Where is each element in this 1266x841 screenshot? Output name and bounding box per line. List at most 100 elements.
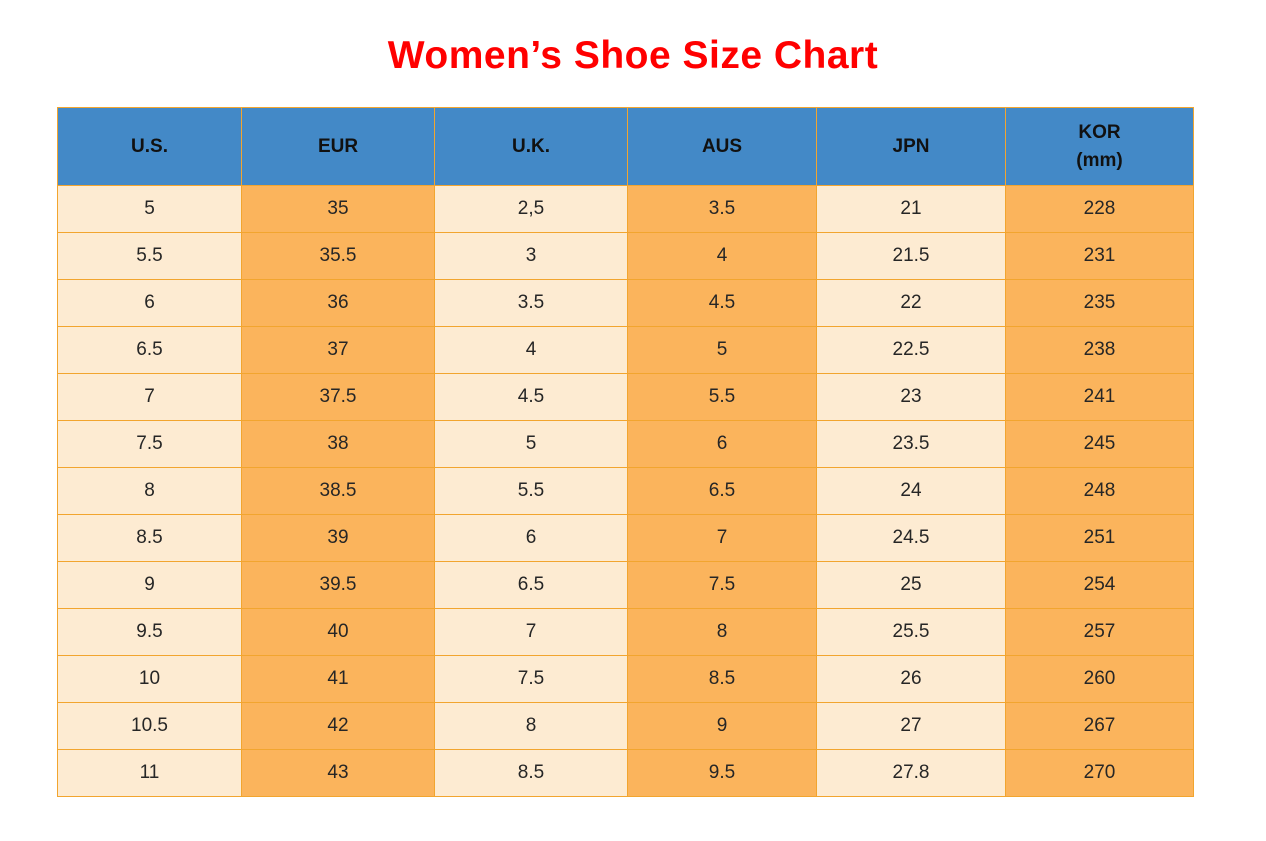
- table-row: 9 39.5 6.5 7.5 25 254: [57, 561, 1194, 609]
- header-label: U.K.: [512, 135, 550, 157]
- header-cell-uk: U.K.: [434, 107, 628, 186]
- header-label: AUS: [701, 135, 743, 157]
- cell-us: 8: [57, 467, 242, 515]
- table-row: 7.5 38 5 6 23.5 245: [57, 420, 1194, 468]
- cell-us: 9.5: [57, 608, 242, 656]
- cell-us: 6.5: [57, 326, 242, 374]
- header-label: U.S.: [131, 135, 168, 157]
- cell-jpn: 22: [816, 279, 1006, 327]
- cell-eur: 42: [241, 702, 435, 750]
- table-row: 6 36 3.5 4.5 22 235: [57, 279, 1194, 327]
- cell-kor: 245: [1005, 420, 1194, 468]
- cell-aus: 8: [627, 608, 817, 656]
- cell-eur: 35: [241, 185, 435, 233]
- table-header: U.S. EUR U.K. AUS JPN KOR (mm): [57, 107, 1194, 186]
- cell-us: 7.5: [57, 420, 242, 468]
- cell-kor: 267: [1005, 702, 1194, 750]
- cell-kor: 260: [1005, 655, 1194, 703]
- cell-eur: 39: [241, 514, 435, 562]
- cell-jpn: 27: [816, 702, 1006, 750]
- cell-kor: 257: [1005, 608, 1194, 656]
- cell-uk: 3.5: [434, 279, 628, 327]
- cell-us: 10: [57, 655, 242, 703]
- cell-jpn: 21: [816, 185, 1006, 233]
- cell-eur: 40: [241, 608, 435, 656]
- header-cell-us: U.S.: [57, 107, 242, 186]
- cell-uk: 4: [434, 326, 628, 374]
- cell-eur: 38: [241, 420, 435, 468]
- header-cell-eur: EUR: [241, 107, 435, 186]
- cell-eur: 43: [241, 749, 435, 797]
- cell-us: 8.5: [57, 514, 242, 562]
- cell-us: 10.5: [57, 702, 242, 750]
- cell-aus: 6.5: [627, 467, 817, 515]
- cell-uk: 8: [434, 702, 628, 750]
- cell-jpn: 24: [816, 467, 1006, 515]
- cell-jpn: 23: [816, 373, 1006, 421]
- header-row: U.S. EUR U.K. AUS JPN KOR (mm): [57, 107, 1194, 186]
- table-body: 5 35 2,5 3.5 21 228 5.5 35.5 3 4 21.5 231 6 36 3.5 4.5 2…: [57, 185, 1194, 797]
- cell-aus: 5: [627, 326, 817, 374]
- table-row: 5 35 2,5 3.5 21 228: [57, 185, 1194, 233]
- cell-kor: 231: [1005, 232, 1194, 280]
- shoe-size-table: U.S. EUR U.K. AUS JPN KOR (mm) 5 35 2,5 3.5 21 228 5…: [57, 107, 1194, 797]
- cell-aus: 4.5: [627, 279, 817, 327]
- cell-jpn: 27.8: [816, 749, 1006, 797]
- table-row: 10.5 42 8 9 27 267: [57, 702, 1194, 750]
- table-row: 11 43 8.5 9.5 27.8 270: [57, 749, 1194, 797]
- cell-jpn: 26: [816, 655, 1006, 703]
- cell-uk: 2,5: [434, 185, 628, 233]
- cell-eur: 38.5: [241, 467, 435, 515]
- cell-aus: 7: [627, 514, 817, 562]
- cell-uk: 8.5: [434, 749, 628, 797]
- cell-us: 6: [57, 279, 242, 327]
- cell-eur: 37: [241, 326, 435, 374]
- cell-uk: 6.5: [434, 561, 628, 609]
- header-label: KOR: [1078, 121, 1121, 143]
- header-cell-aus: AUS: [627, 107, 817, 186]
- table-row: 9.5 40 7 8 25.5 257: [57, 608, 1194, 656]
- cell-jpn: 24.5: [816, 514, 1006, 562]
- table-row: 5.5 35.5 3 4 21.5 231: [57, 232, 1194, 280]
- cell-aus: 9: [627, 702, 817, 750]
- cell-kor: 270: [1005, 749, 1194, 797]
- cell-us: 7: [57, 373, 242, 421]
- table-row: 10 41 7.5 8.5 26 260: [57, 655, 1194, 703]
- cell-us: 11: [57, 749, 242, 797]
- cell-uk: 7.5: [434, 655, 628, 703]
- cell-jpn: 22.5: [816, 326, 1006, 374]
- cell-uk: 3: [434, 232, 628, 280]
- header-sublabel: (mm): [1076, 149, 1123, 171]
- cell-us: 5: [57, 185, 242, 233]
- cell-kor: 251: [1005, 514, 1194, 562]
- page-title: Women’s Shoe Size Chart: [387, 34, 879, 77]
- cell-aus: 7.5: [627, 561, 817, 609]
- cell-uk: 7: [434, 608, 628, 656]
- cell-aus: 8.5: [627, 655, 817, 703]
- cell-jpn: 21.5: [816, 232, 1006, 280]
- cell-aus: 3.5: [627, 185, 817, 233]
- cell-kor: 254: [1005, 561, 1194, 609]
- cell-kor: 238: [1005, 326, 1194, 374]
- cell-kor: 235: [1005, 279, 1194, 327]
- table-row: 7 37.5 4.5 5.5 23 241: [57, 373, 1194, 421]
- cell-aus: 4: [627, 232, 817, 280]
- cell-uk: 5.5: [434, 467, 628, 515]
- header-label: JPN: [892, 135, 930, 157]
- cell-eur: 41: [241, 655, 435, 703]
- cell-jpn: 25.5: [816, 608, 1006, 656]
- cell-kor: 241: [1005, 373, 1194, 421]
- cell-eur: 35.5: [241, 232, 435, 280]
- header-cell-kor: KOR (mm): [1005, 107, 1194, 186]
- cell-kor: 228: [1005, 185, 1194, 233]
- cell-eur: 37.5: [241, 373, 435, 421]
- table-row: 8.5 39 6 7 24.5 251: [57, 514, 1194, 562]
- cell-us: 9: [57, 561, 242, 609]
- cell-uk: 6: [434, 514, 628, 562]
- table-row: 8 38.5 5.5 6.5 24 248: [57, 467, 1194, 515]
- cell-eur: 36: [241, 279, 435, 327]
- cell-eur: 39.5: [241, 561, 435, 609]
- cell-uk: 4.5: [434, 373, 628, 421]
- cell-kor: 248: [1005, 467, 1194, 515]
